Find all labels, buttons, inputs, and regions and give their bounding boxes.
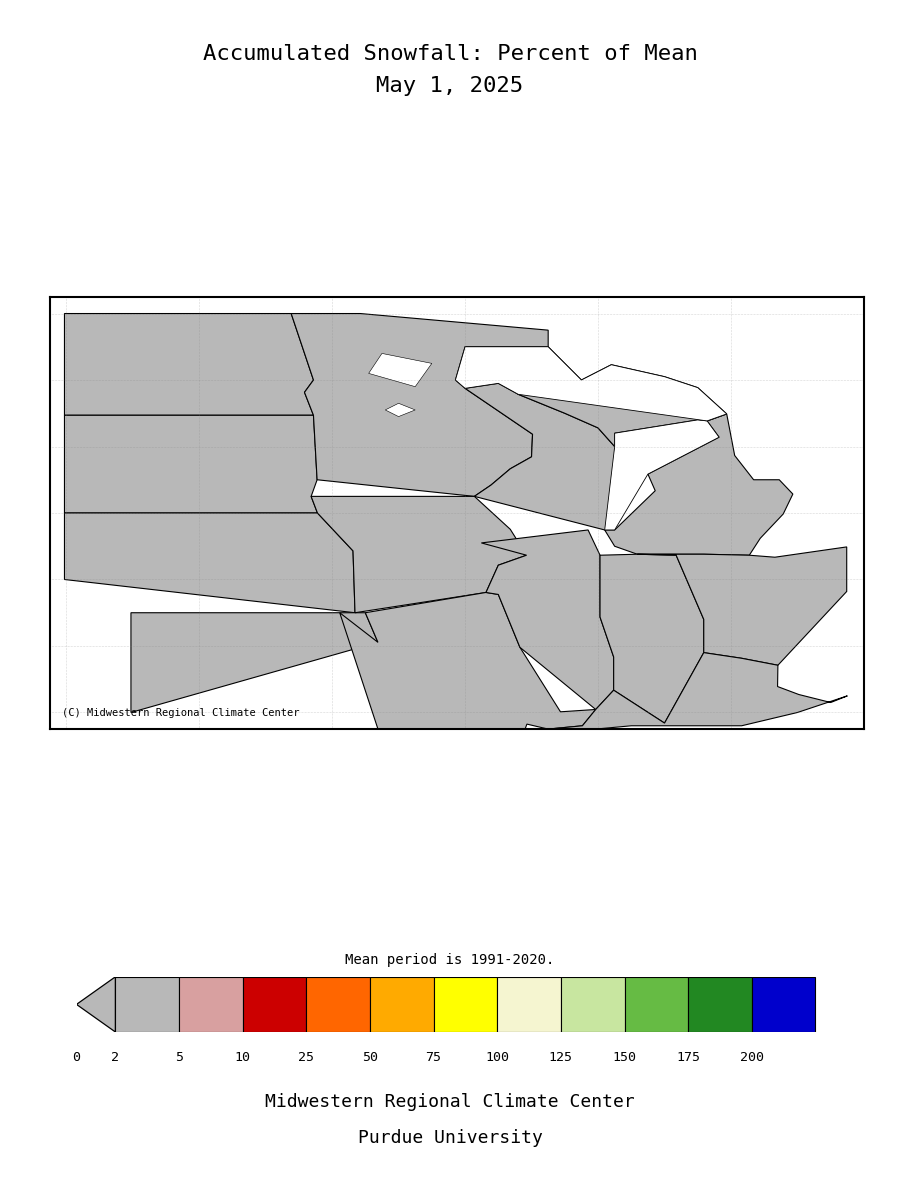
Polygon shape [65, 313, 313, 415]
Polygon shape [385, 403, 415, 416]
Bar [497, 977, 561, 1032]
Bar [625, 977, 688, 1032]
Text: 10: 10 [235, 1051, 251, 1064]
Bar [115, 977, 179, 1032]
Bar [179, 977, 243, 1032]
Polygon shape [605, 420, 719, 530]
Text: 125: 125 [549, 1051, 573, 1064]
Bar [243, 977, 306, 1032]
Text: Midwestern Regional Climate Center: Midwestern Regional Climate Center [266, 1092, 634, 1111]
Polygon shape [131, 613, 378, 713]
Polygon shape [76, 977, 115, 1032]
Text: Purdue University: Purdue University [357, 1128, 543, 1147]
Polygon shape [65, 514, 355, 613]
Text: 75: 75 [426, 1051, 442, 1064]
Polygon shape [605, 414, 793, 556]
Polygon shape [311, 497, 526, 613]
Text: 25: 25 [298, 1051, 314, 1064]
Text: 100: 100 [485, 1051, 509, 1064]
Bar [370, 977, 434, 1032]
Polygon shape [482, 530, 614, 709]
Text: 0: 0 [73, 1051, 80, 1064]
Text: (C) Midwestern Regional Climate Center: (C) Midwestern Regional Climate Center [62, 708, 299, 719]
Polygon shape [637, 547, 847, 665]
Polygon shape [600, 554, 704, 724]
Text: 50: 50 [362, 1051, 378, 1064]
Bar [561, 977, 625, 1032]
Text: Accumulated Snowfall: Percent of Mean: Accumulated Snowfall: Percent of Mean [202, 44, 698, 64]
Text: 150: 150 [613, 1051, 636, 1064]
Text: 5: 5 [175, 1051, 183, 1064]
Bar [434, 977, 497, 1032]
Polygon shape [339, 593, 596, 746]
Text: 175: 175 [676, 1051, 700, 1064]
Polygon shape [65, 415, 318, 514]
Polygon shape [369, 354, 432, 386]
Text: May 1, 2025: May 1, 2025 [376, 77, 524, 96]
Text: 2: 2 [112, 1051, 120, 1064]
Polygon shape [465, 383, 615, 530]
Bar [752, 977, 815, 1032]
Polygon shape [465, 347, 726, 446]
Polygon shape [548, 653, 848, 730]
Text: Mean period is 1991-2020.: Mean period is 1991-2020. [346, 953, 554, 967]
Polygon shape [455, 347, 726, 421]
Bar [688, 977, 752, 1032]
Bar [306, 977, 370, 1032]
Polygon shape [292, 313, 548, 497]
Text: 200: 200 [740, 1051, 764, 1064]
